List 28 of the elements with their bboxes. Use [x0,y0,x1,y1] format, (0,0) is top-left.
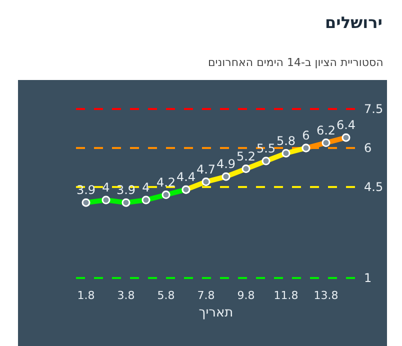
ref-line-label: 4.5 [364,180,384,194]
data-label: 5.8 [276,134,296,148]
chart-title: ירושלים [325,13,382,32]
data-label: 4.4 [176,170,196,184]
data-label: 3.9 [76,183,96,198]
chart-subtitle: הסטוריית הציון ב-14 הימים האחרונים [208,56,384,69]
x-tick-label: 5.8 [157,289,175,302]
ref-line-label: 7.5 [364,102,384,116]
data-label: 4.9 [216,157,236,172]
x-tick-label: 3.8 [117,289,135,302]
x-tick-label: 9.8 [237,289,255,302]
data-label: 3.9 [116,183,136,198]
ref-line-label: 6 [364,141,372,155]
x-tick-label: 7.8 [197,289,215,302]
data-label: 6.2 [316,123,336,138]
data-label: 4 [102,180,110,195]
data-label: 6.4 [336,118,356,132]
data-label: 5.2 [236,149,256,164]
data-label: 6 [302,128,310,143]
data-label: 4 [142,180,150,195]
x-tick-label: 11.8 [274,289,298,302]
x-tick-label: 1.8 [77,289,95,302]
x-axis-title: תאריך [198,306,234,321]
data-label: 5.5 [256,142,276,156]
data-label: 4.2 [156,175,176,190]
x-tick-label: 13.8 [314,289,338,302]
ref-line-label: 1 [364,271,372,285]
data-label: 4.7 [196,162,216,176]
